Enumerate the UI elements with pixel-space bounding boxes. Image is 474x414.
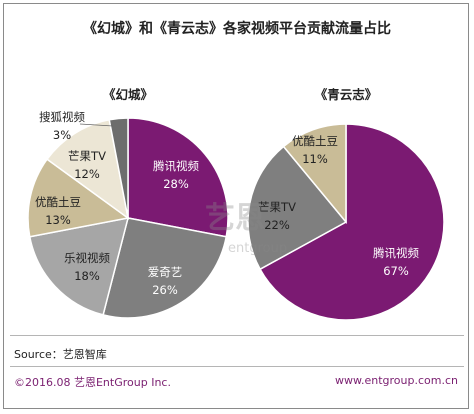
pie-slice	[247, 145, 348, 271]
pie-slice	[127, 117, 229, 238]
slice-name-label: 优酷土豆	[35, 195, 81, 209]
watermark-logo: 艺恩 entgroup	[205, 201, 287, 256]
leader-line	[79, 123, 114, 127]
pie-slice	[46, 118, 130, 220]
website-link[interactable]: www.entgroup.com.cn	[335, 374, 458, 387]
slice-value-label: 13%	[45, 213, 71, 227]
slice-name-label: 腾讯视频	[373, 246, 419, 260]
source-note: Source：艺恩智库	[14, 348, 107, 361]
slice-value-label: 18%	[74, 269, 100, 283]
chart-title: 《幻城》和《青云志》各家视频平台贡献流量占比	[83, 21, 391, 37]
slice-value-label: 12%	[74, 167, 100, 181]
pie-slice	[259, 123, 445, 321]
slice-name-label: 芒果TV	[68, 149, 106, 163]
pie-slice	[28, 217, 130, 316]
pie-slice	[27, 158, 130, 238]
slice-value-label: 11%	[302, 152, 328, 166]
slice-value-label: 28%	[163, 177, 189, 191]
pie-title: 《幻城》	[103, 87, 153, 102]
slice-name-label: 搜狐视频	[39, 110, 85, 124]
slice-value-label: 22%	[264, 218, 290, 232]
copyright-text: ©2016.08 艺恩EntGroup Inc.	[14, 376, 171, 389]
pie-title: 《青云志》	[315, 87, 378, 102]
divider-top	[10, 335, 464, 336]
slice-name-label: 芒果TV	[258, 200, 296, 214]
slice-name-label: 乐视视频	[64, 251, 110, 265]
pie-slice	[282, 123, 347, 225]
pie-chart-qingyunzhi: 腾讯视频 67% 芒果TV 22% 优酷土豆 11% 《青云志》	[247, 87, 445, 321]
slice-value-label: 26%	[152, 283, 178, 297]
pie-slice	[108, 117, 129, 219]
slice-name-label: 优酷土豆	[292, 134, 338, 148]
slice-name-label: 腾讯视频	[153, 159, 199, 173]
slice-value-label: 3%	[53, 128, 71, 142]
pie-chart-huancheng: 腾讯视频 28% 爱奇艺 26% 乐视视频 18% 优酷土豆 13% 芒果TV 12% 搜狐视频 3%…	[27, 87, 229, 319]
watermark-brand: 艺恩	[205, 201, 265, 236]
divider-bottom	[10, 366, 464, 367]
watermark-sub: entgroup	[228, 241, 287, 256]
pie-slice	[102, 217, 228, 319]
slice-value-label: 67%	[383, 264, 409, 278]
slice-name-label: 爱奇艺	[148, 265, 183, 279]
